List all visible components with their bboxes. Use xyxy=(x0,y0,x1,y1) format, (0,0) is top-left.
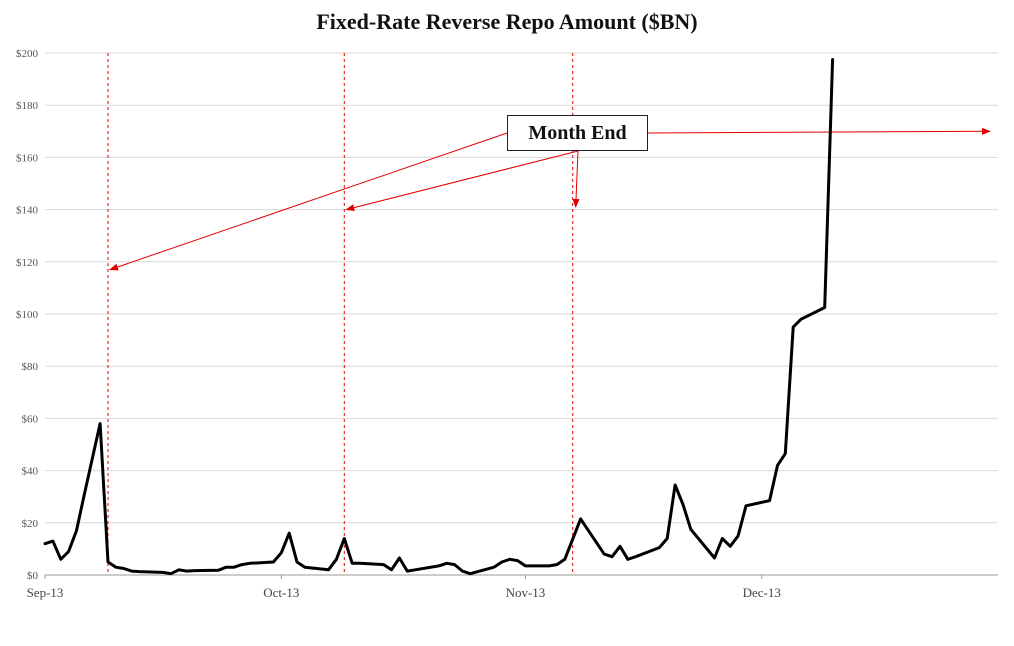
x-tick-label: Sep-13 xyxy=(27,585,64,600)
y-tick-label: $160 xyxy=(16,152,39,164)
month-end-arrow xyxy=(109,132,508,271)
y-tick-label: $200 xyxy=(16,48,39,60)
series-layer xyxy=(43,58,835,576)
month-end-arrow xyxy=(572,150,580,208)
y-tick-label: $180 xyxy=(16,100,39,112)
month-end-annotation: Month End xyxy=(507,115,648,151)
y-tick-label: $20 xyxy=(22,518,39,530)
y-tick-label: $0 xyxy=(27,570,39,582)
x-tick-label: Dec-13 xyxy=(743,585,781,600)
y-tick-label: $100 xyxy=(16,309,39,321)
month-end-arrow xyxy=(647,127,991,135)
y-tick-label: $140 xyxy=(16,205,39,217)
gridlines xyxy=(45,52,998,576)
y-tick-label: $40 xyxy=(22,466,39,478)
month-end-arrow xyxy=(345,150,579,212)
series-line xyxy=(43,58,835,576)
x-axis-ticks: Sep-13 Oct-13 Nov-13 Dec-13 xyxy=(27,575,781,600)
x-tick-label: Oct-13 xyxy=(263,585,299,600)
y-axis-ticks: $0 $20 $40 $60 $80 $100 $120 $140 $160 $180 $200 xyxy=(16,48,39,582)
y-tick-label: $120 xyxy=(16,257,39,269)
y-tick-label: $60 xyxy=(22,413,39,425)
y-tick-label: $80 xyxy=(22,361,39,373)
chart-title: Fixed-Rate Reverse Repo Amount ($BN) xyxy=(316,9,698,34)
x-tick-label: Nov-13 xyxy=(506,585,546,600)
